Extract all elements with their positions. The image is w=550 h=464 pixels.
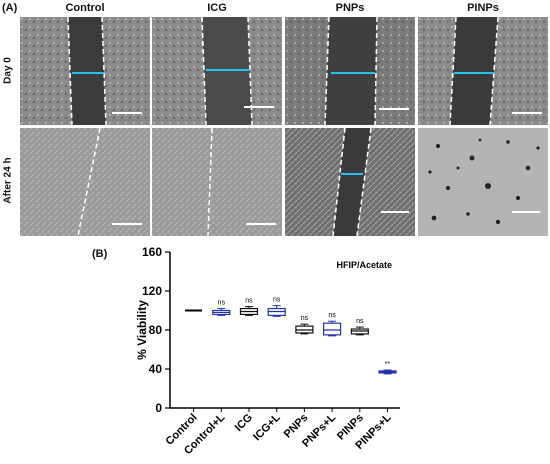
y-tick-label-120: 120 (142, 284, 162, 298)
box-6-significance: ns (356, 318, 364, 325)
panel-b-label: (B) (92, 248, 108, 260)
panel-a-label: (A) (2, 2, 18, 14)
column-title-icg: ICG (207, 2, 227, 14)
column-title-pnps: PNPs (335, 2, 365, 14)
box-5-significance: ns (328, 312, 336, 319)
y-tick-label-0: 0 (155, 401, 162, 415)
box-2-significance: ns (245, 298, 253, 305)
micrograph-pinps-24h (418, 128, 548, 236)
x-tick-label-2: ICG (233, 412, 255, 434)
chart-annotation: HFIP/Acetate (336, 260, 392, 270)
box-7-significance: ** (385, 361, 391, 368)
micrograph-icg-24h (152, 128, 282, 236)
micrograph-control-day0 (20, 17, 150, 125)
row-title-day0: Day 0 (2, 57, 14, 84)
micrograph-pnps-24h (285, 128, 415, 236)
y-tick-label-160: 160 (142, 245, 162, 259)
box-5-body (323, 322, 342, 336)
column-title-control: Control (65, 2, 105, 14)
box-3-significance: ns (273, 297, 281, 304)
row-title-after24h: After 24 h (2, 157, 14, 204)
y-tick-label-80: 80 (149, 323, 163, 337)
y-tick-label-40: 40 (149, 362, 163, 376)
micrograph-pinps-day0 (418, 17, 548, 125)
column-title-pinps: PINPs (467, 2, 499, 14)
micrograph-control-24h (20, 128, 150, 236)
micrograph-icg-day0 (152, 17, 282, 125)
box-4-significance: ns (301, 315, 309, 322)
x-tick-label-3: ICG+L (251, 411, 283, 443)
micrograph-pnps-day0 (285, 17, 415, 125)
y-axis-label: % Viability (135, 300, 149, 360)
box-1-significance: ns (218, 300, 226, 307)
